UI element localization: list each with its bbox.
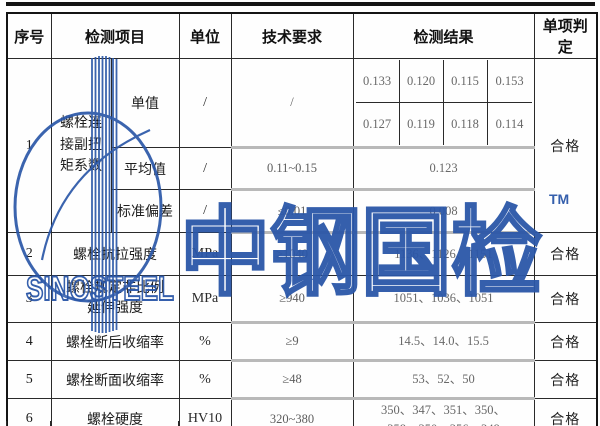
single-value-cell: 0.114 <box>495 116 524 131</box>
row4-result: 14.5、14.0、15.5 <box>352 321 535 361</box>
row3-req: ≥940 <box>230 275 354 323</box>
single-value-cell: 0.127 <box>356 103 400 145</box>
row3-item: 螺栓规定非比例延伸强度 <box>50 275 180 323</box>
row5-result: 53、52、50 <box>352 359 535 399</box>
row6-seq: 6 <box>6 398 52 426</box>
row6-unit: HV10 <box>178 398 232 426</box>
col-header-result: 检测结果 <box>352 12 535 59</box>
row2-item: 螺栓抗拉强度 <box>50 232 180 276</box>
table-row-2: 2 螺栓抗拉强度 MPa ≥1040 1136、1126、1151 合格 <box>6 231 598 276</box>
row4-seq: 4 <box>6 322 52 361</box>
row3-unit: MPa <box>178 275 232 323</box>
row2-seq: 2 <box>6 232 52 276</box>
row6-verdict: 合格 <box>533 398 598 426</box>
row1-sub-stddev-unit: / <box>178 189 232 233</box>
row3-seq: 3 <box>6 275 52 323</box>
top-rule-line <box>6 2 595 6</box>
row2-result: 1136、1126、1151 <box>352 231 535 276</box>
row1-verdict: 合格 <box>533 58 598 233</box>
col-header-requirement: 技术要求 <box>230 12 354 59</box>
row1-sub-stddev-req: ≤0.01 <box>230 188 354 233</box>
row1-sub-single-unit: / <box>178 58 232 148</box>
cutoff-row-line <box>178 421 179 426</box>
cutoff-row-line <box>6 421 7 426</box>
row1-sub-stddev-label: 标准偏差 <box>110 189 180 233</box>
row2-verdict: 合格 <box>533 232 598 276</box>
single-value-cell: 0.119 <box>400 103 444 145</box>
table-row-5: 5 螺栓断面收缩率 % ≥48 53、52、50 合格 <box>6 359 598 399</box>
single-value-cell: 0.120 <box>399 60 444 103</box>
row2-unit: MPa <box>178 232 232 276</box>
row5-item: 螺栓断面收缩率 <box>50 360 180 399</box>
row1-sub-mean-req: 0.11~0.15 <box>230 146 354 190</box>
single-value-cell: 0.153 <box>487 60 532 103</box>
row6-result: 350、347、351、350、 358、350、356、348 <box>352 397 535 426</box>
row4-verdict: 合格 <box>533 322 598 361</box>
row1-sub-single-req: / <box>230 58 354 148</box>
test-report-table: 序号 检测项目 单位 技术要求 检测结果 单项判定 1 螺栓连接副扭矩系数 单值… <box>6 12 599 426</box>
row4-req: ≥9 <box>230 321 354 361</box>
col-header-unit: 单位 <box>178 12 232 59</box>
single-value-cell: 0.118 <box>444 103 488 145</box>
single-value-cell: 0.133 <box>355 60 400 103</box>
table-row-3: 3 螺栓规定非比例延伸强度 MPa ≥940 1051、1036、1051 合格 <box>6 275 598 323</box>
row6-req: 320~380 <box>230 397 354 426</box>
row1-seq: 1 <box>6 58 52 233</box>
table-row-1a: 1 螺栓连接副扭矩系数 单值 / / 0.133 0.120 0.115 0.1… <box>6 58 598 233</box>
row1-single-values-grid: 0.133 0.120 0.115 0.153 0.127 0.119 0.11… <box>352 58 535 148</box>
row3-result: 1051、1036、1051 <box>352 275 535 323</box>
table-row-6: 6 螺栓硬度 HV10 320~380 350、347、351、350、 358… <box>6 397 598 426</box>
row5-req: ≥48 <box>230 359 354 399</box>
row1-sub-mean-result: 0.123 <box>352 146 535 190</box>
row5-unit: % <box>178 360 232 399</box>
row3-verdict: 合格 <box>533 275 598 323</box>
row1-sub-mean-label: 平均值 <box>110 147 180 190</box>
row2-req: ≥1040 <box>230 231 354 276</box>
col-header-seq: 序号 <box>6 12 52 59</box>
row4-item: 螺栓断后收缩率 <box>50 322 180 361</box>
row4-unit: % <box>178 322 232 361</box>
single-value-cell: 0.115 <box>443 60 488 103</box>
table-row-4: 4 螺栓断后收缩率 % ≥9 14.5、14.0、15.5 合格 <box>6 321 598 361</box>
row6-item: 螺栓硬度 <box>50 398 180 426</box>
row1-item: 螺栓连接副扭矩系数 <box>50 58 112 233</box>
row1-sub-single-label: 单值 <box>110 58 180 148</box>
row1-sub-stddev-result: 0.008 <box>352 188 535 233</box>
col-header-item: 检测项目 <box>50 12 180 59</box>
cutoff-row-line <box>50 421 51 426</box>
row5-verdict: 合格 <box>533 360 598 399</box>
table-header-row: 序号 检测项目 单位 技术要求 检测结果 单项判定 <box>6 12 598 59</box>
row1-sub-mean-unit: / <box>178 147 232 190</box>
col-header-verdict: 单项判定 <box>533 12 598 59</box>
row5-seq: 5 <box>6 360 52 399</box>
